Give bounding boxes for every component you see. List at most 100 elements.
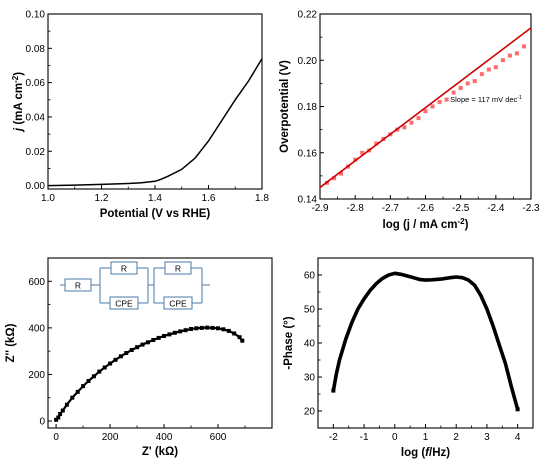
- tafel-data-point: [493, 65, 498, 70]
- bode-x-axis-label-part: f: [425, 447, 430, 459]
- panel-bode: -2 -1 0 1 2 3 4 20 30 40 50 60 log (f/Hz) -Phase (°): [283, 257, 534, 459]
- bode-y-tick-label: 50: [304, 305, 316, 316]
- bode-plot-frame: [317, 257, 534, 429]
- nyquist-x-tick-label: 0: [53, 432, 59, 443]
- tafel-y-tick-label: 0.20: [298, 56, 318, 67]
- lsv-y-tick-label: 0.06: [26, 78, 46, 89]
- lsv-series-line: [48, 58, 262, 187]
- bode-x-tick-label: 2: [453, 432, 459, 443]
- lsv-x-tick-label: 1.2: [95, 193, 109, 204]
- lsv-y-tick-label: 0.02: [26, 147, 46, 158]
- tafel-x-tick-label: -2.8: [347, 203, 365, 214]
- lsv-y-tick-label: 0.10: [26, 10, 46, 21]
- circuit-label-r2: R: [121, 264, 127, 274]
- bode-x-tick-label: 1: [423, 432, 429, 443]
- tafel-slope-annotation-part: Slope = 117 mV dec: [450, 95, 517, 104]
- tafel-x-tick-label: -2.9: [311, 203, 329, 214]
- circuit-resistor: [164, 261, 192, 275]
- tafel-data-point: [423, 109, 428, 114]
- tafel-x-axis-label-part: ): [465, 219, 469, 231]
- nyquist-x-tick-label: 400: [156, 432, 173, 443]
- panel-tafel: -2.9 -2.8 -2.7 -2.6 -2.5 -2.4 -2.3 0.14 0.16 0.18…: [279, 10, 540, 232]
- tafel-data-point: [409, 120, 414, 125]
- circuit-label-cpe3: CPE: [169, 299, 187, 309]
- tafel-data-point: [451, 90, 456, 95]
- tafel-data-point: [332, 176, 337, 181]
- lsv-x-tick-label: 1.0: [41, 193, 55, 204]
- bode-y-axis-label: -Phase (°): [283, 316, 295, 369]
- tafel-y-tick-label: 0.22: [298, 10, 318, 21]
- lsv-x-axis-label: Potential (V vs RHE): [100, 208, 211, 220]
- tafel-y-axis-label: Overpotential (V): [279, 60, 291, 153]
- tafel-x-axis-label: log (j / mA cm-2): [383, 217, 469, 232]
- bode-x-tick-label: -1: [360, 432, 369, 443]
- lsv-y-tick-label: 0.04: [26, 112, 46, 123]
- tafel-data-point: [507, 53, 512, 58]
- bode-y-tick-label: 60: [304, 271, 316, 282]
- tafel-data-point: [458, 86, 463, 90]
- circuit-label-r3: R: [175, 264, 181, 274]
- tafel-plot-frame: [319, 13, 532, 200]
- tafel-x-axis-label-part: log (j / mA cm: [383, 219, 458, 231]
- tafel-fit-line: [320, 27, 531, 189]
- nyquist-plot-frame: [47, 257, 273, 429]
- nyquist-y-tick-label: 0: [39, 417, 45, 428]
- bode-x-tick-label: 3: [484, 432, 490, 443]
- tafel-data-point: [339, 171, 344, 176]
- tafel-data-point: [479, 72, 484, 77]
- tafel-data-point: [500, 58, 505, 63]
- tafel-y-tick-label: 0.16: [298, 148, 318, 159]
- lsv-y-axis-label-part: j: [13, 127, 25, 133]
- lsv-y-axis-label-part: -2: [11, 75, 20, 83]
- nyquist-y-axis-label: Z'' (kΩ): [5, 323, 17, 362]
- tafel-y-tick-label: 0.14: [298, 195, 318, 206]
- tafel-data-point: [437, 99, 442, 104]
- circuit-cpe: [163, 296, 193, 310]
- bode-data-point: [331, 388, 336, 393]
- circuit-resistor: [110, 261, 138, 275]
- bode-x-axis-label-part: log (: [401, 447, 425, 459]
- nyquist-x-tick-label: 600: [210, 432, 227, 443]
- bode-y-tick-label: 40: [304, 339, 316, 350]
- circuit-label-cpe2: CPE: [115, 299, 133, 309]
- bode-data-layer: [331, 271, 520, 412]
- tafel-x-tick-label: -2.6: [417, 203, 435, 214]
- circuit-label-r1: R: [75, 281, 81, 291]
- bode-x-tick-label: 4: [515, 432, 521, 443]
- tafel-x-tick-label: -2.7: [382, 203, 400, 214]
- tafel-data-point: [465, 81, 470, 86]
- lsv-data-layer: [48, 58, 262, 187]
- bode-x-tick-label: -2: [329, 432, 338, 443]
- nyquist-x-axis-label: Z' (kΩ): [142, 446, 178, 458]
- panel-lsv: 1.0 1.2 1.4 1.6 1.8 0.00 0.02 0.04 0.06 0.08 0.10 P…: [11, 10, 270, 221]
- tafel-data-point: [416, 116, 421, 121]
- tafel-data-point: [402, 125, 407, 130]
- lsv-x-tick-label: 1.8: [255, 193, 269, 204]
- bode-x-tick-label: 0: [392, 432, 398, 443]
- tafel-data-layer: [320, 27, 531, 189]
- tafel-data-point: [374, 141, 379, 146]
- tafel-y-tick-label: 0.18: [298, 102, 318, 113]
- tafel-data-point: [430, 104, 435, 109]
- circuit-cpe: [109, 296, 139, 310]
- bode-x-axis-label-part: /Hz): [429, 447, 450, 459]
- tafel-x-tick-label: -2.4: [487, 203, 505, 214]
- lsv-y-tick-label: 0.00: [26, 181, 46, 192]
- tafel-data-point: [486, 67, 491, 72]
- equivalent-circuit-inset: R R CPE R CPE: [60, 261, 210, 310]
- bode-series-line: [331, 271, 520, 410]
- tafel-data-point: [360, 150, 365, 155]
- bode-y-tick-label: 30: [304, 373, 316, 384]
- bode-data-point: [515, 407, 520, 412]
- lsv-y-tick-label: 0.08: [26, 44, 46, 55]
- tafel-data-point: [472, 79, 477, 84]
- lsv-x-tick-label: 1.6: [202, 193, 216, 204]
- tafel-slope-annotation: Slope = 117 mV dec-1: [450, 95, 522, 104]
- nyquist-y-tick-label: 400: [28, 323, 45, 334]
- lsv-y-axis-label-part: ): [13, 72, 25, 76]
- nyquist-data-layer: [54, 325, 245, 422]
- lsv-plot-frame: [47, 13, 263, 190]
- lsv-y-axis-label-part: (mA cm: [13, 83, 25, 128]
- tafel-x-axis-label-part: -2: [457, 217, 465, 226]
